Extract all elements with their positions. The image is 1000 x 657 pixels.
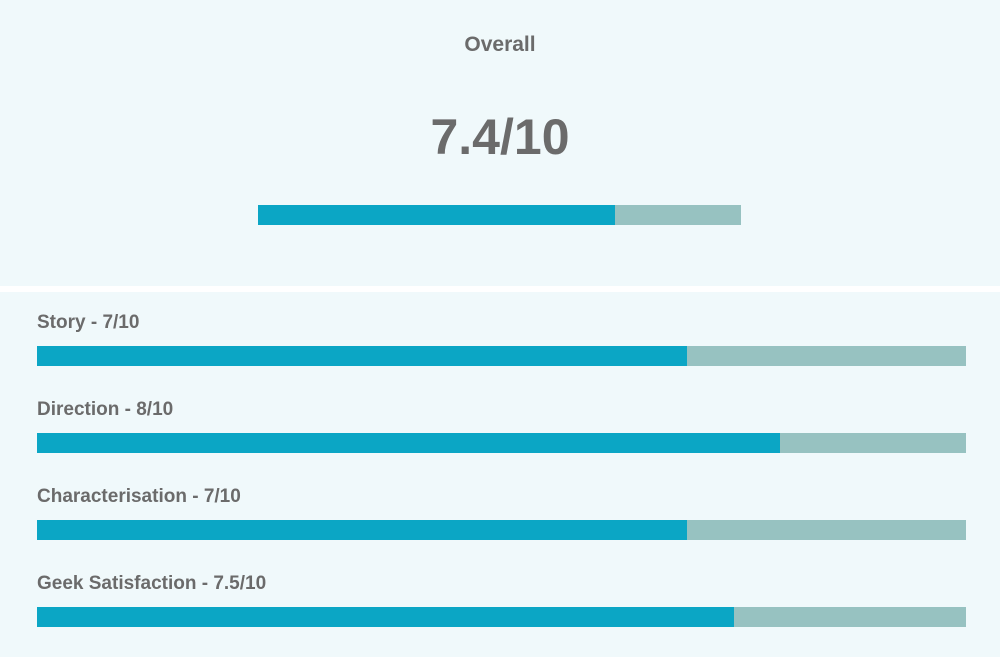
overall-panel: Overall 7.4/10 xyxy=(0,0,1000,286)
criterion-label-geek-satisfaction: Geek Satisfaction - 7.5/10 xyxy=(37,573,267,594)
criterion-label-story: Story - 7/10 xyxy=(37,312,140,333)
criterion-bar-story xyxy=(37,346,966,366)
criterion-fill-story xyxy=(37,346,688,366)
criterion-label-characterisation: Characterisation - 7/10 xyxy=(37,486,241,507)
criterion-fill-geek-satisfaction xyxy=(37,607,734,627)
overall-progress-fill xyxy=(258,205,616,225)
criterion-bar-geek-satisfaction xyxy=(37,607,966,627)
criterion-fill-characterisation xyxy=(37,520,688,540)
criterion-fill-direction xyxy=(37,433,781,453)
overall-label: Overall xyxy=(464,33,536,56)
criterion-label-direction: Direction - 8/10 xyxy=(37,399,174,420)
criteria-panel: Story - 7/10 Direction - 8/10 Characteri… xyxy=(0,292,1000,657)
criterion-bar-characterisation xyxy=(37,520,966,540)
criterion-bar-direction xyxy=(37,433,966,453)
overall-progress-bar xyxy=(258,205,741,225)
overall-score: 7.4/10 xyxy=(430,109,570,165)
